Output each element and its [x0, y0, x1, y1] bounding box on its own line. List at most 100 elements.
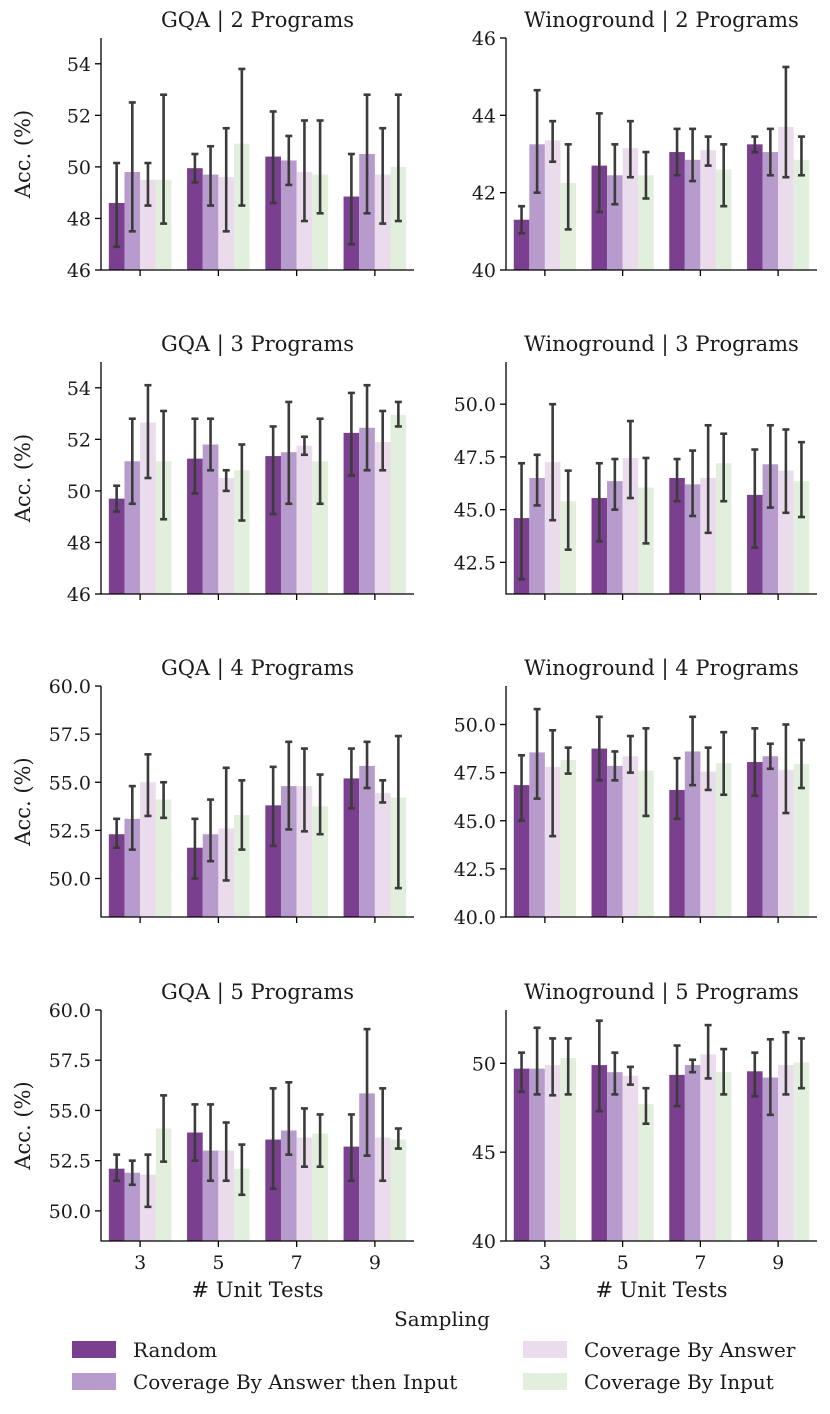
bar-coverage-by-answer-then-input-3	[124, 818, 141, 917]
bar-coverage-by-answer-7	[296, 786, 313, 917]
errorbar-coverage-by-answer-then-input-3	[128, 784, 136, 851]
errorbar-coverage-by-answer-then-input-7	[285, 134, 293, 187]
errorbar-coverage-by-input-5	[642, 1086, 650, 1126]
y-axis-label: Acc. (%)	[11, 110, 35, 199]
y-tick-label: 48	[67, 532, 91, 554]
bar-coverage-by-answer-3	[140, 179, 156, 270]
legend-label-coverage-by-input: Coverage By Input	[584, 1370, 774, 1394]
y-tick-label: 54	[67, 378, 91, 400]
bar-coverage-by-answer-7	[700, 478, 716, 594]
errorbar-coverage-by-input-7	[720, 143, 728, 208]
panel-gqa-3-programs: GQA | 3 Programs 46 48 50 52 54 Acc. (%)	[11, 332, 414, 606]
bar-coverage-by-answer-3	[140, 422, 156, 594]
errorbar-coverage-by-answer-then-input-5	[207, 798, 215, 863]
errorbar-random-3	[518, 753, 526, 823]
errorbar-coverage-by-input-3	[564, 746, 572, 775]
errorbar-coverage-by-answer-7	[300, 747, 308, 833]
errorbar-coverage-by-answer-7	[300, 435, 308, 457]
bar-coverage-by-answer-then-input-5	[202, 174, 219, 270]
y-tick-label: 52.5	[49, 820, 91, 842]
errorbar-coverage-by-answer-then-input-7	[689, 715, 697, 787]
bar-coverage-by-answer-then-input-7	[280, 1130, 297, 1241]
errorbar-coverage-by-input-3	[160, 409, 168, 521]
errorbar-random-7	[673, 756, 681, 821]
x-tick-label: 9	[772, 1252, 784, 1274]
legend-item-coverage-by-answer-then-input: Coverage By Answer then Input	[72, 1370, 457, 1394]
legend-label-coverage-by-answer: Coverage By Answer	[584, 1338, 796, 1362]
bar-coverage-by-answer-9	[778, 769, 794, 917]
bar-coverage-by-input-5	[234, 470, 250, 594]
bar-random-9	[747, 1071, 763, 1241]
bar-coverage-by-answer-5	[622, 1075, 639, 1241]
errorbar-coverage-by-answer-then-input-7	[689, 449, 697, 518]
errorbar-coverage-by-answer-then-input-5	[611, 1051, 619, 1096]
bar-random-7	[265, 456, 281, 594]
panel-title-winoground-2-programs: Winoground | 2 Programs	[524, 8, 799, 33]
errorbar-coverage-by-answer-9	[379, 126, 387, 225]
errorbar-coverage-by-input-9	[394, 93, 402, 223]
bar-random-7	[669, 152, 685, 270]
bar-coverage-by-input-9	[793, 481, 810, 594]
panel-gqa-5-programs: GQA | 5 Programs 50.0 52.5 55.0 57.5 60.0 3 5 7 9…	[11, 980, 414, 1302]
errorbar-coverage-by-input-5	[238, 67, 246, 207]
y-axis-label: Acc. (%)	[11, 434, 35, 523]
bar-coverage-by-input-9	[390, 1139, 407, 1241]
y-tick-label: 50.0	[454, 715, 496, 737]
errorbar-coverage-by-answer-7	[300, 119, 308, 223]
errorbar-coverage-by-answer-5	[626, 734, 634, 774]
errorbar-coverage-by-answer-7	[704, 423, 712, 535]
bar-random-3	[108, 834, 125, 917]
bar-coverage-by-answer-3	[544, 1065, 561, 1241]
bar-coverage-by-answer-then-input-9	[762, 1077, 779, 1241]
errorbar-coverage-by-input-5	[642, 727, 650, 818]
y-tick-label: 42.5	[454, 552, 496, 574]
errorbar-coverage-by-answer-7	[300, 1107, 308, 1168]
y-tick-label: 40	[472, 1231, 496, 1253]
y-tick-label: 42.5	[454, 859, 496, 881]
errorbar-coverage-by-input-3	[160, 1094, 168, 1163]
y-tick-label: 50.0	[49, 869, 91, 891]
errorbar-coverage-by-answer-9	[782, 1030, 790, 1096]
bar-coverage-by-answer-then-input-5	[607, 1072, 623, 1241]
errorbar-random-3	[113, 1153, 121, 1183]
panel-winoground-2-programs: Winoground | 2 Programs 40 42 44 46	[472, 8, 817, 282]
bar-coverage-by-answer-7	[296, 1137, 313, 1241]
y-tick-label: 60.0	[49, 1000, 91, 1022]
y-tick-label: 47.5	[454, 447, 496, 469]
errorbar-coverage-by-answer-then-input-3	[128, 1159, 136, 1187]
errorbar-coverage-by-input-5	[238, 779, 246, 851]
errorbar-random-3	[113, 161, 121, 249]
panel-title-winoground-5-programs: Winoground | 5 Programs	[524, 980, 799, 1005]
panel-winoground-4-programs: Winoground | 4 Programs 40.0 42.5 45.0 47.5 5…	[454, 656, 817, 929]
bar-coverage-by-answer-then-input-7	[684, 1065, 701, 1241]
bar-coverage-by-input-3	[560, 1057, 576, 1241]
errorbar-random-7	[673, 1044, 681, 1108]
errorbar-coverage-by-answer-5	[222, 766, 230, 882]
bar-coverage-by-answer-9	[778, 470, 794, 594]
x-tick-label: 7	[291, 1252, 303, 1274]
bar-random-3	[513, 785, 530, 917]
errorbar-coverage-by-answer-then-input-3	[128, 101, 136, 233]
bar-coverage-by-answer-3	[544, 462, 561, 594]
errorbar-random-5	[595, 112, 603, 214]
errorbar-coverage-by-answer-then-input-9	[766, 423, 774, 509]
y-tick-label: 50	[67, 157, 91, 179]
bar-coverage-by-answer-then-input-9	[359, 1093, 375, 1241]
errorbar-coverage-by-answer-9	[782, 428, 790, 515]
errorbar-coverage-by-answer-then-input-3	[533, 453, 541, 507]
y-tick-label: 46	[472, 28, 496, 50]
bar-coverage-by-answer-5	[622, 148, 639, 270]
y-axis-label: Acc. (%)	[11, 757, 35, 846]
y-tick-label: 47.5	[454, 763, 496, 785]
errorbar-coverage-by-input-7	[316, 119, 324, 215]
bar-coverage-by-input-9	[793, 1062, 810, 1241]
errorbar-coverage-by-answer-then-input-5	[207, 1103, 215, 1183]
errorbar-coverage-by-answer-then-input-3	[128, 417, 136, 506]
bar-random-5	[591, 1065, 608, 1241]
errorbar-coverage-by-input-5	[238, 443, 246, 522]
errorbar-random-7	[269, 765, 277, 848]
y-tick-label: 52	[67, 105, 91, 127]
errorbar-coverage-by-answer-then-input-7	[689, 1058, 697, 1074]
errorbar-coverage-by-answer-7	[704, 1023, 712, 1080]
bar-coverage-by-answer-9	[374, 792, 391, 917]
